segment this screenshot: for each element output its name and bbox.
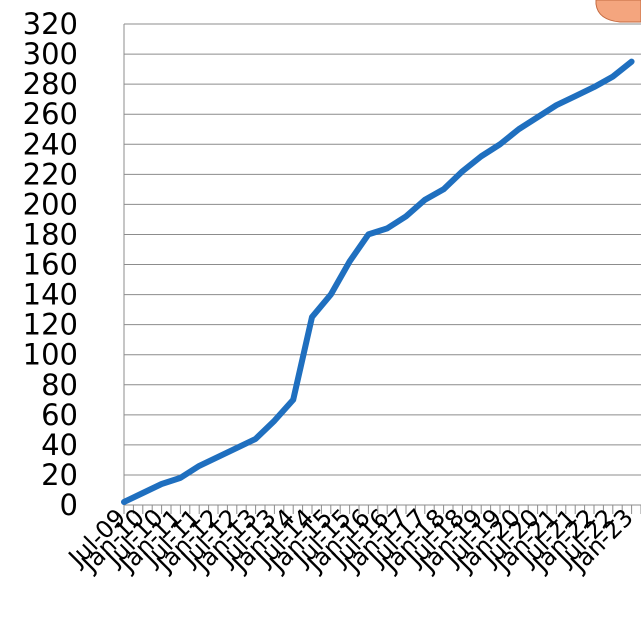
y-tick-label: 200: [23, 187, 78, 221]
series-line: [121, 58, 635, 505]
y-tick-label: 220: [23, 157, 78, 191]
y-tick-label: 320: [23, 7, 78, 41]
y-tick-label: 60: [41, 398, 78, 432]
y-tick-label: 40: [41, 428, 78, 462]
gridlines: [124, 23, 641, 476]
y-tick-label: 20: [41, 458, 78, 492]
y-tick-label: 160: [23, 248, 78, 282]
y-tick-label: 80: [41, 368, 78, 402]
y-tick-label: 260: [23, 97, 78, 131]
callout-shape: [595, 0, 641, 23]
y-tick-label: 140: [23, 278, 78, 312]
axes: [123, 24, 641, 514]
y-tick-label: 240: [23, 127, 78, 161]
x-axis-tick-labels: Jul-09Jan-10Jul-10Jan-11Jul-11Jan-12Jul-…: [62, 503, 639, 578]
y-tick-label: 120: [23, 308, 78, 342]
y-tick-label: 0: [60, 488, 78, 522]
y-tick-label: 300: [23, 37, 78, 71]
y-tick-label: 280: [23, 67, 78, 101]
series-group: [121, 58, 635, 505]
y-tick-label: 180: [23, 217, 78, 251]
y-tick-label: 100: [23, 338, 78, 372]
y-axis-tick-labels: 0204060801001201401601802002202402602803…: [23, 7, 78, 522]
